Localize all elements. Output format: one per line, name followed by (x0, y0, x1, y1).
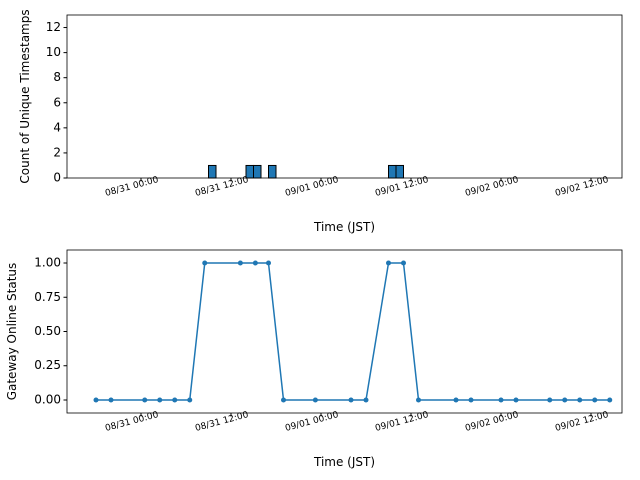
x-tick-label: 09/02 00:00 (464, 410, 520, 434)
marker (187, 397, 193, 403)
marker (468, 397, 474, 403)
x-axis-label: Time (JST) (313, 220, 375, 234)
histogram-bar (253, 164, 262, 179)
histogram-bar (268, 164, 277, 179)
y-tick-label: 2 (53, 145, 61, 159)
subplot: 0.00 0.25 0.50 0.75 1.00 08/31 00:00 08/31 12:… (5, 249, 623, 469)
marker (93, 397, 99, 403)
axes-frame (66, 14, 623, 179)
y-tick-label: 8 (53, 70, 61, 84)
line (96, 262, 610, 401)
y-tick-label: 0.25 (34, 358, 61, 372)
y-tick-label: 0 (53, 171, 61, 185)
marker (237, 260, 243, 266)
marker (453, 397, 459, 403)
marker (547, 397, 553, 403)
marker (513, 397, 519, 403)
y-tick-label: 12 (46, 20, 61, 34)
marker (498, 397, 504, 403)
marker (562, 397, 568, 403)
marker (252, 260, 258, 266)
y-tick-label: 6 (53, 95, 61, 109)
x-tick-label: 09/02 00:00 (464, 175, 520, 199)
marker (172, 397, 178, 403)
marker (416, 397, 421, 403)
x-axis-label: Time (JST) (313, 455, 375, 469)
x-tick-label: 08/31 00:00 (104, 175, 160, 199)
marker (386, 260, 391, 266)
x-tick-label: 09/01 12:00 (374, 410, 430, 434)
marker (592, 397, 598, 403)
x-tick-label: 08/31 12:00 (194, 410, 250, 434)
marker (577, 397, 583, 403)
histogram-bar (208, 164, 217, 179)
marker (281, 397, 286, 403)
x-tick-label: 09/02 12:00 (554, 410, 610, 434)
histogram-bar (395, 164, 404, 179)
subplot: 0 2 4 6 8 10 12 08/31 00:00 08/31 12:00 09/01 00:… (18, 9, 623, 234)
x-tick-label: 09/01 00:00 (284, 410, 340, 434)
marker (108, 397, 114, 403)
histogram-bar (388, 164, 397, 179)
marker (348, 397, 354, 403)
y-tick-label: 10 (46, 45, 61, 59)
marker (142, 397, 148, 403)
y-tick-label: 0.00 (34, 392, 61, 406)
y-tick-label: 0.50 (34, 324, 61, 338)
marker (202, 260, 208, 266)
marker (157, 397, 163, 403)
y-axis-label: Gateway Online Status (5, 263, 19, 401)
marker (312, 397, 318, 403)
marker (401, 260, 406, 266)
y-tick-label: 0.75 (34, 290, 61, 304)
x-tick-label: 09/01 12:00 (374, 175, 430, 199)
axes-frame (66, 249, 623, 414)
marker (363, 397, 369, 403)
x-tick-label: 08/31 00:00 (104, 410, 160, 434)
y-tick-label: 1.00 (34, 256, 61, 270)
marker (607, 397, 613, 403)
x-tick-label: 08/31 12:00 (194, 175, 250, 199)
x-tick-label: 09/02 12:00 (554, 175, 610, 199)
y-axis-label: Count of Unique Timestamps (18, 9, 32, 183)
x-tick-label: 09/01 00:00 (284, 175, 340, 199)
y-tick-label: 4 (53, 120, 61, 134)
marker (266, 260, 271, 266)
